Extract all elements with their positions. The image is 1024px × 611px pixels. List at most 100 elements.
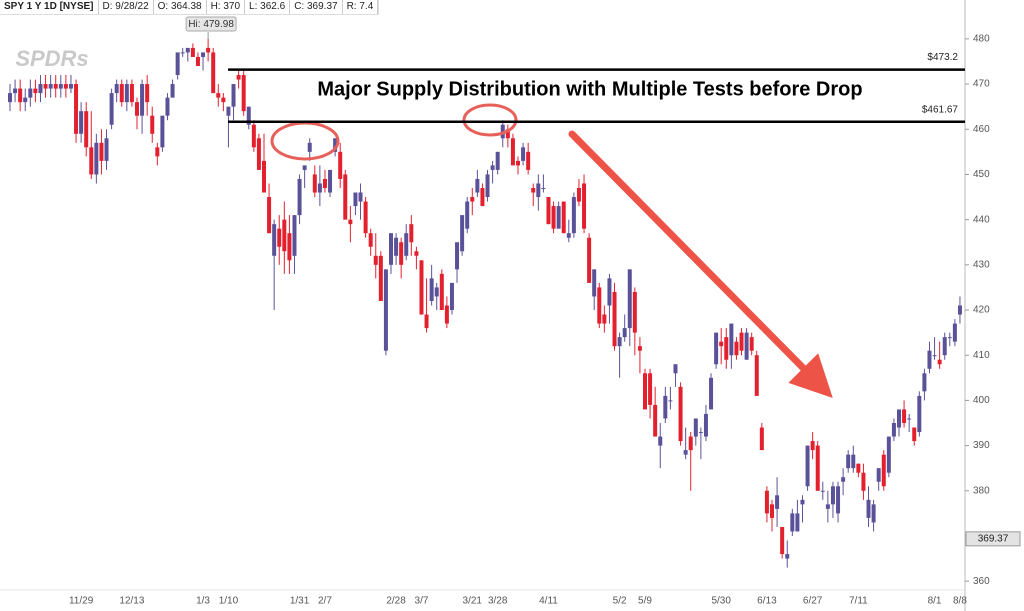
candle-body: [465, 201, 470, 229]
x-tick-label: 5/30: [711, 596, 731, 607]
candle-body: [871, 504, 876, 523]
header-item: O: 364.38: [154, 0, 207, 14]
candle-body: [709, 377, 714, 410]
candle-body: [719, 341, 724, 347]
candle-body: [28, 88, 33, 98]
candle-body: [94, 142, 99, 175]
candle-body: [307, 142, 312, 152]
candle-body: [881, 454, 886, 487]
candle-body: [475, 178, 480, 193]
candle-body: [724, 337, 729, 360]
level-label: $473.2: [927, 52, 958, 63]
candle-body: [409, 224, 414, 243]
candle-body: [876, 468, 881, 482]
candle-body: [444, 305, 449, 324]
candle-body: [84, 111, 89, 148]
last-price-label: 369.37: [978, 533, 1009, 544]
x-tick-label: 3/7: [415, 596, 429, 607]
candle-body: [455, 242, 460, 270]
candle-body: [135, 102, 139, 116]
candle-body: [140, 84, 145, 116]
level-label: $461.67: [922, 104, 959, 115]
candle-body: [551, 206, 556, 229]
candle-body: [439, 273, 444, 311]
candle-body: [226, 106, 231, 116]
candle-body: [434, 287, 439, 297]
candle-body: [836, 486, 841, 514]
candle-body: [246, 106, 251, 125]
candle-body: [180, 52, 185, 54]
candle-body: [820, 490, 825, 492]
candle-body: [68, 84, 73, 89]
candle-body: [790, 513, 795, 532]
y-tick-label: 360: [973, 576, 990, 587]
candle-body: [317, 183, 322, 193]
header-item: SPY 1 Y 1D [NYSE]: [0, 0, 99, 14]
candle-body: [759, 427, 764, 451]
candle-body: [500, 124, 505, 139]
candle-body: [907, 418, 912, 420]
candle-body: [602, 314, 607, 324]
candle-body: [119, 84, 124, 103]
candle-body: [841, 477, 846, 482]
candle-body: [23, 97, 28, 103]
candle-body: [714, 332, 719, 365]
candle-body: [267, 197, 272, 234]
candle-body: [404, 233, 409, 256]
candle-body: [815, 445, 820, 491]
candle-body: [399, 242, 404, 265]
candle-body: [8, 93, 12, 103]
candle-body: [358, 192, 363, 202]
candle-body: [160, 115, 165, 148]
y-tick-label: 430: [973, 259, 990, 270]
candle-body: [673, 364, 678, 374]
candle-body: [206, 47, 211, 53]
candle-body: [521, 147, 526, 161]
candle-body: [414, 251, 419, 256]
candle-body: [541, 188, 546, 189]
y-tick-label: 380: [973, 485, 990, 496]
x-tick-label: 4/11: [539, 596, 558, 607]
candle-body: [129, 84, 134, 103]
candle-body: [419, 260, 424, 315]
highlight-circle: [462, 103, 518, 137]
x-tick-label: 1/3: [196, 596, 210, 607]
candle-body: [185, 47, 190, 53]
candle-body: [145, 84, 150, 103]
x-tick-label: 3/28: [488, 596, 508, 607]
candle-body: [348, 219, 353, 225]
hi-marker-box: [185, 16, 237, 32]
candle-body: [668, 400, 673, 402]
candle-body: [891, 423, 896, 437]
candle-body: [571, 197, 576, 234]
candle-body: [531, 188, 536, 193]
candle-body: [13, 88, 18, 94]
candle-body: [592, 269, 597, 297]
candle-body: [338, 151, 343, 179]
candle-body: [322, 178, 327, 188]
header-item: C: 369.37: [290, 0, 343, 14]
candle-body: [764, 490, 769, 514]
candle-body: [653, 404, 658, 437]
candle-body: [236, 75, 241, 80]
header-item: H: 370: [207, 0, 246, 14]
candle-body: [150, 115, 155, 134]
y-tick-label: 420: [973, 305, 990, 316]
candle-body: [241, 75, 246, 112]
candle-body: [368, 233, 373, 247]
candle-body: [63, 84, 68, 89]
candle-body: [170, 84, 175, 98]
candle-body: [104, 138, 109, 161]
candle-body: [516, 160, 520, 166]
candle-body: [389, 233, 393, 265]
candle-body: [221, 97, 226, 103]
candle-body: [490, 165, 495, 170]
candle-body: [74, 84, 79, 134]
x-tick-label: 8/1: [928, 596, 942, 607]
candle-body: [678, 386, 683, 442]
x-tick-label: 3/21: [463, 596, 483, 607]
candle-body: [297, 178, 302, 216]
candle-body: [627, 269, 632, 329]
candle-body: [632, 291, 637, 333]
candle-body: [937, 359, 942, 365]
